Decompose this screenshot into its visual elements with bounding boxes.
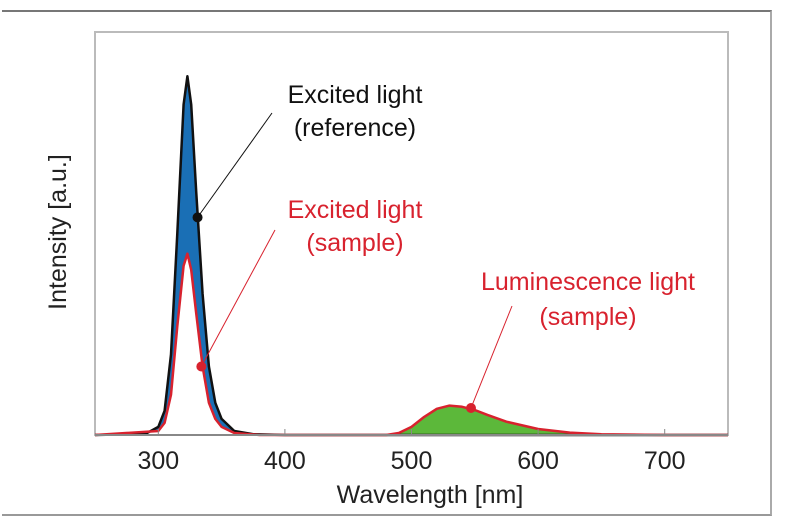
x-tick-label: 400 <box>264 447 306 475</box>
annotation-point <box>192 212 203 223</box>
annotation-label: (sample) <box>306 229 403 257</box>
annotation-label: (reference) <box>294 114 416 142</box>
x-tick-label: 600 <box>517 447 559 475</box>
annotation-label: Excited light <box>288 81 423 109</box>
annotation-point <box>196 361 207 372</box>
reference-excess-fill <box>95 76 285 436</box>
annotation-leader-line <box>470 305 513 409</box>
annotation-point <box>466 402 477 413</box>
x-tick-label: 500 <box>391 447 433 475</box>
x-axis-label: Wavelength [nm] <box>337 481 524 509</box>
annotation-leader-line <box>200 229 276 367</box>
annotation-label: Luminescence light <box>481 268 695 296</box>
x-tick-label: 300 <box>137 447 179 475</box>
figure-frame <box>2 10 772 516</box>
annotation-leader-line <box>197 112 273 218</box>
annotation-label: (sample) <box>539 303 636 331</box>
annotation-label: Excited light <box>288 196 423 224</box>
reference-line <box>94 75 728 437</box>
x-tick-label: 700 <box>644 447 686 475</box>
y-axis-label: Intensity [a.u.] <box>44 154 72 310</box>
